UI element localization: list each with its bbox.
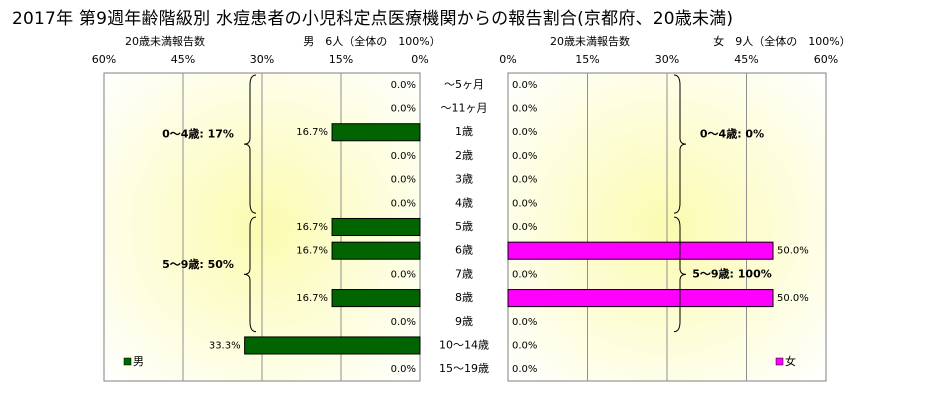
left-tick-label: 60%: [92, 53, 116, 66]
female-value-label: 50.0%: [777, 246, 809, 257]
female-value-label: 0.0%: [512, 364, 537, 375]
male-value-label: 0.0%: [391, 175, 416, 186]
male-value-label: 16.7%: [296, 127, 328, 138]
male-group-bracket: [243, 216, 257, 333]
male-bar: [331, 289, 421, 308]
category-label: 10～14歳: [439, 338, 489, 351]
male-bar: [331, 217, 421, 237]
male-legend-swatch: [123, 357, 132, 366]
male-value-label: 0.0%: [391, 80, 416, 91]
left-subtitle: 20歳未満報告数: [125, 35, 205, 48]
female-legend-swatch: [775, 357, 784, 366]
male-value-label: 16.7%: [296, 293, 328, 304]
left-tick-label: 0%: [411, 53, 428, 66]
female-value-label: 0.0%: [512, 104, 537, 115]
male-value-label: 33.3%: [209, 340, 241, 351]
category-label: 5歳: [455, 220, 473, 233]
category-label: 4歳: [455, 196, 473, 209]
female-group-bracket: [673, 216, 687, 333]
female-value-label: 0.0%: [512, 175, 537, 186]
male-value-label: 0.0%: [391, 151, 416, 162]
right-tick-label: 30%: [655, 53, 679, 66]
category-label: 2歳: [455, 149, 473, 162]
male-value-label: 16.7%: [296, 246, 328, 257]
chart-title: 2017年 第9週年齢階級別 水痘患者の小児科定点医療機関からの報告割合(京都府…: [12, 9, 734, 29]
left-tick-label: 45%: [171, 53, 195, 66]
right-tick-label: 60%: [814, 53, 838, 66]
left-total-label: 男 6人（全体の 100%）: [303, 34, 440, 48]
left-tick-label: 15%: [329, 53, 353, 66]
female-bar: [507, 241, 774, 260]
right-total-label: 女 9人（全体の 100%）: [713, 34, 850, 48]
right-tick-label: 0%: [499, 53, 516, 66]
category-label: 1歳: [455, 125, 473, 138]
male-value-label: 0.0%: [391, 269, 416, 280]
male-value-label: 0.0%: [391, 104, 416, 115]
category-label: 15～19歳: [439, 362, 489, 375]
category-label: ～5ヶ月: [444, 78, 484, 91]
category-label: 3歳: [455, 173, 473, 186]
right-tick-label: 45%: [734, 53, 758, 66]
female-value-label: 0.0%: [512, 317, 537, 328]
female-value-label: 0.0%: [512, 340, 537, 351]
category-label: 7歳: [455, 267, 473, 280]
female-value-label: 0.0%: [512, 222, 537, 233]
male-group-bracket: [243, 74, 257, 214]
right-subtitle: 20歳未満報告数: [550, 35, 630, 48]
male-value-label: 16.7%: [296, 222, 328, 233]
female-legend-label: 女: [785, 354, 796, 368]
category-label: ～11ヶ月: [441, 102, 488, 115]
male-value-label: 0.0%: [391, 198, 416, 209]
female-group-label: 5～9歳: 100%: [692, 266, 772, 280]
female-value-label: 0.0%: [512, 151, 537, 162]
category-label: 6歳: [455, 244, 473, 257]
category-label: 9歳: [455, 315, 473, 328]
male-value-label: 0.0%: [391, 317, 416, 328]
male-group-label: 0～4歳: 17%: [162, 127, 234, 141]
category-label: 8歳: [455, 291, 473, 304]
female-value-label: 0.0%: [512, 198, 537, 209]
male-group-label: 5～9歳: 50%: [162, 257, 234, 271]
right-tick-label: 15%: [575, 53, 599, 66]
female-group-label: 0～4歳: 0%: [700, 127, 764, 141]
female-value-label: 0.0%: [512, 127, 537, 138]
male-legend-label: 男: [133, 355, 144, 368]
female-value-label: 50.0%: [777, 293, 809, 304]
male-value-label: 0.0%: [391, 364, 416, 375]
male-bar: [244, 336, 421, 355]
male-bar: [331, 123, 421, 142]
female-bar: [507, 289, 774, 308]
male-bar: [331, 241, 421, 260]
female-group-bracket: [673, 74, 687, 214]
female-value-label: 0.0%: [512, 269, 537, 280]
left-tick-label: 30%: [250, 53, 274, 66]
female-value-label: 0.0%: [512, 80, 537, 91]
